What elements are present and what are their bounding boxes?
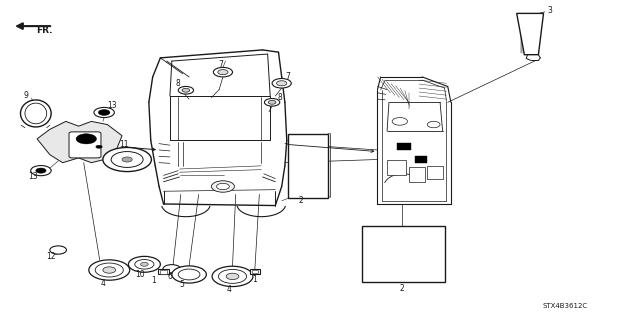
- Text: 8: 8: [176, 79, 180, 88]
- Text: 13: 13: [108, 101, 117, 110]
- Circle shape: [141, 263, 148, 266]
- Circle shape: [111, 152, 143, 167]
- Circle shape: [268, 100, 276, 104]
- Circle shape: [178, 86, 193, 94]
- Bar: [252, 270, 258, 273]
- Bar: [161, 270, 167, 273]
- Text: 7: 7: [219, 60, 223, 69]
- Text: 4: 4: [100, 279, 106, 288]
- Circle shape: [392, 118, 408, 125]
- Text: STX4B3612C: STX4B3612C: [542, 303, 587, 309]
- Circle shape: [76, 134, 97, 144]
- Text: 11: 11: [119, 140, 129, 149]
- FancyBboxPatch shape: [69, 132, 101, 158]
- Circle shape: [103, 147, 152, 172]
- Polygon shape: [516, 13, 543, 55]
- Circle shape: [218, 269, 246, 283]
- Circle shape: [211, 181, 234, 192]
- Text: 2: 2: [298, 196, 303, 205]
- Text: 8: 8: [277, 93, 282, 102]
- Circle shape: [50, 246, 67, 254]
- Text: 6: 6: [168, 271, 172, 281]
- Circle shape: [182, 88, 189, 92]
- Text: 5: 5: [179, 280, 184, 289]
- Text: 13: 13: [28, 173, 37, 182]
- Bar: [397, 143, 411, 150]
- Text: 3: 3: [547, 6, 552, 15]
- Ellipse shape: [25, 103, 47, 124]
- Text: 12: 12: [45, 252, 55, 261]
- Circle shape: [178, 269, 200, 280]
- Circle shape: [172, 266, 206, 283]
- Text: 1: 1: [152, 276, 156, 285]
- Circle shape: [272, 78, 291, 88]
- Text: 10: 10: [135, 270, 145, 279]
- Circle shape: [218, 70, 228, 75]
- Circle shape: [96, 145, 102, 148]
- Circle shape: [122, 157, 132, 162]
- Circle shape: [94, 108, 115, 118]
- Polygon shape: [37, 122, 122, 163]
- Circle shape: [264, 99, 280, 106]
- Text: 2: 2: [399, 284, 404, 293]
- Bar: [250, 269, 260, 274]
- Circle shape: [36, 168, 46, 173]
- Circle shape: [103, 267, 116, 273]
- Circle shape: [89, 260, 130, 280]
- Text: 1: 1: [252, 275, 257, 284]
- Ellipse shape: [20, 100, 51, 127]
- Bar: [159, 269, 169, 274]
- Circle shape: [428, 122, 440, 128]
- Bar: [410, 167, 426, 182]
- Circle shape: [95, 263, 124, 277]
- Circle shape: [276, 81, 287, 86]
- Circle shape: [129, 256, 161, 272]
- Circle shape: [213, 67, 232, 77]
- Text: 7: 7: [285, 72, 291, 81]
- Bar: [387, 160, 406, 175]
- Circle shape: [226, 273, 239, 279]
- Bar: [428, 166, 444, 179]
- Bar: [415, 156, 428, 163]
- Circle shape: [99, 110, 110, 115]
- Text: 4: 4: [227, 285, 232, 293]
- Circle shape: [135, 260, 154, 269]
- Bar: [362, 226, 445, 282]
- Circle shape: [212, 266, 253, 286]
- Text: FR.: FR.: [36, 26, 52, 35]
- Text: 9: 9: [24, 92, 29, 100]
- Circle shape: [216, 183, 229, 190]
- Bar: [288, 134, 328, 197]
- Circle shape: [163, 265, 180, 273]
- Circle shape: [31, 166, 51, 176]
